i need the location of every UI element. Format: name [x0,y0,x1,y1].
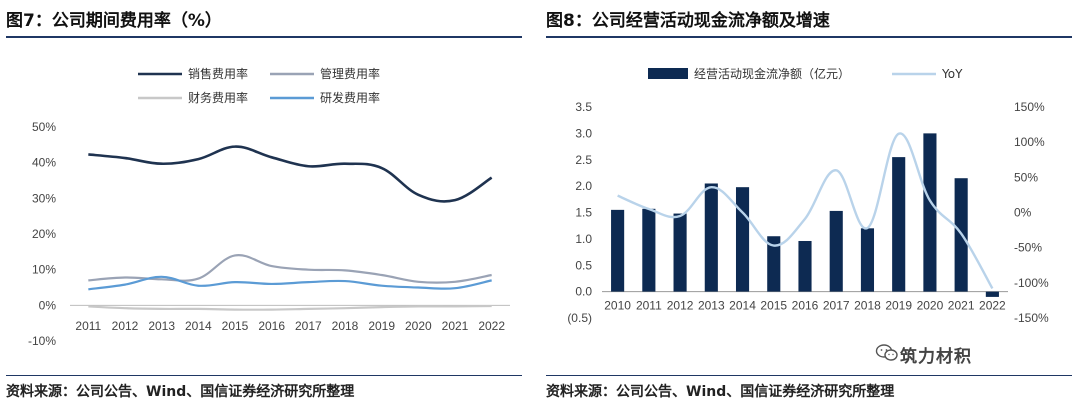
x-tick-label: 2018 [332,319,359,333]
x-tick-label: 2014 [185,319,212,333]
cashflow-chart: (0.5) 0.0 0.5 1.0 1.5 2.0 2.5 3.0 3.5 -150% -100% -… [567,66,1049,325]
x-tick-label: 2020 [917,299,944,313]
cashflow-bar [985,291,999,297]
x-tick-label: 2016 [258,319,285,333]
y-tick-label: 3.0 [575,126,592,140]
y-tick-label: 10% [32,263,56,277]
legend-label: YoY [941,67,963,81]
y-tick-label: 40% [32,156,56,170]
left-chart-title: 图7：公司期间费用率（%） [6,11,222,31]
x-tick-label: 2015 [222,319,249,333]
y-tick-label: 2.5 [575,153,592,167]
expense-ratio-chart: -10% 0% 10% 20% 30% 40% 50% 2011 2012 2013 2014 201… [28,66,510,348]
x-tick-label: 2011 [75,319,101,333]
x-tick-label: 2022 [478,319,505,333]
wechat-icon [875,344,898,361]
cashflow-bar [673,213,687,292]
left-source-note: 资料来源：公司公告、Wind、国信证券经济研究所整理 [6,384,355,400]
x-tick-label: 2021 [442,319,469,333]
x-tick-label: 2022 [979,299,1006,313]
legend-label: 财务费用率 [188,90,248,105]
legend-label: 管理费用率 [320,66,380,81]
cashflow-bar [892,157,906,292]
x-tick-label: 2012 [112,319,139,333]
right-chart-title: 图8：公司经营活动现金流净额及增速 [546,11,830,31]
x-tick-label: 2013 [148,319,175,333]
right-source-note: 资料来源：公司公告、Wind、国信证券经济研究所整理 [546,384,895,400]
x-tick-label: 2011 [636,299,662,313]
legend-swatch [648,68,688,79]
y-tick-label: 50% [32,120,56,134]
series-line [88,275,492,291]
y-tick-label: 20% [32,227,56,241]
y-tick-label: 0.5 [575,258,592,272]
y2-tick-label: -100% [1014,276,1049,290]
cashflow-bar [798,240,812,292]
x-tick-label: 2019 [885,299,912,313]
x-tick-label: 2021 [948,299,975,313]
y2-tick-label: 150% [1014,100,1045,114]
y2-tick-label: 50% [1014,170,1038,184]
cashflow-bar [704,183,718,292]
x-tick-label: 2010 [604,299,631,313]
x-tick-label: 2020 [405,319,432,333]
y-tick-label: 1.5 [575,206,592,220]
y-tick-label: 0% [39,298,57,312]
x-tick-label: 2018 [854,299,881,313]
cashflow-bar [829,210,843,292]
left-panel: 图7：公司期间费用率（%） -10% 0% 10% 20% 30% 40% 50% 2011 2… [0,0,530,409]
y-tick-label: -10% [28,334,56,348]
y-tick-label: 1.0 [575,232,592,246]
series-line [88,145,493,203]
right-source-rule [546,375,1072,376]
left-title-rule [6,36,522,38]
y-tick-label: 0.0 [575,285,592,299]
y-tick-label: (0.5) [567,311,592,325]
series-line [88,254,492,284]
cashflow-bar [611,209,625,292]
x-tick-label: 2017 [823,299,850,313]
x-tick-label: 2014 [729,299,756,313]
cashflow-bar [767,236,781,292]
watermark-text: 筑力材积 [900,347,972,367]
y2-tick-label: -150% [1014,311,1049,325]
x-tick-label: 2012 [667,299,694,313]
y2-tick-label: 100% [1014,135,1045,149]
legend-label: 销售费用率 [188,66,248,81]
right-title-rule [546,36,1072,38]
left-source-rule [6,375,522,376]
cashflow-bar [860,228,875,292]
cashflow-bar [735,187,750,292]
y2-tick-label: -50% [1014,241,1042,255]
series-line [88,304,492,311]
x-tick-label: 2013 [698,299,725,313]
cashflow-bar [642,208,656,292]
x-tick-label: 2015 [760,299,787,313]
x-tick-label: 2016 [792,299,819,313]
y-tick-label: 3.5 [575,100,592,114]
right-panel: 图8：公司经营活动现金流净额及增速 (0.5) 0.0 0.5 1.0 1.5 2.0 2.… [540,0,1080,409]
legend-label: 经营活动现金流净额（亿元） [694,66,850,81]
yoy-line [617,132,994,290]
y-tick-label: 2.0 [575,179,592,193]
cashflow-bar [923,133,937,292]
x-tick-label: 2017 [295,319,322,333]
x-tick-label: 2019 [368,319,395,333]
y-tick-label: 30% [32,191,56,205]
legend-label: 研发费用率 [320,90,380,105]
y2-tick-label: 0% [1014,206,1032,220]
